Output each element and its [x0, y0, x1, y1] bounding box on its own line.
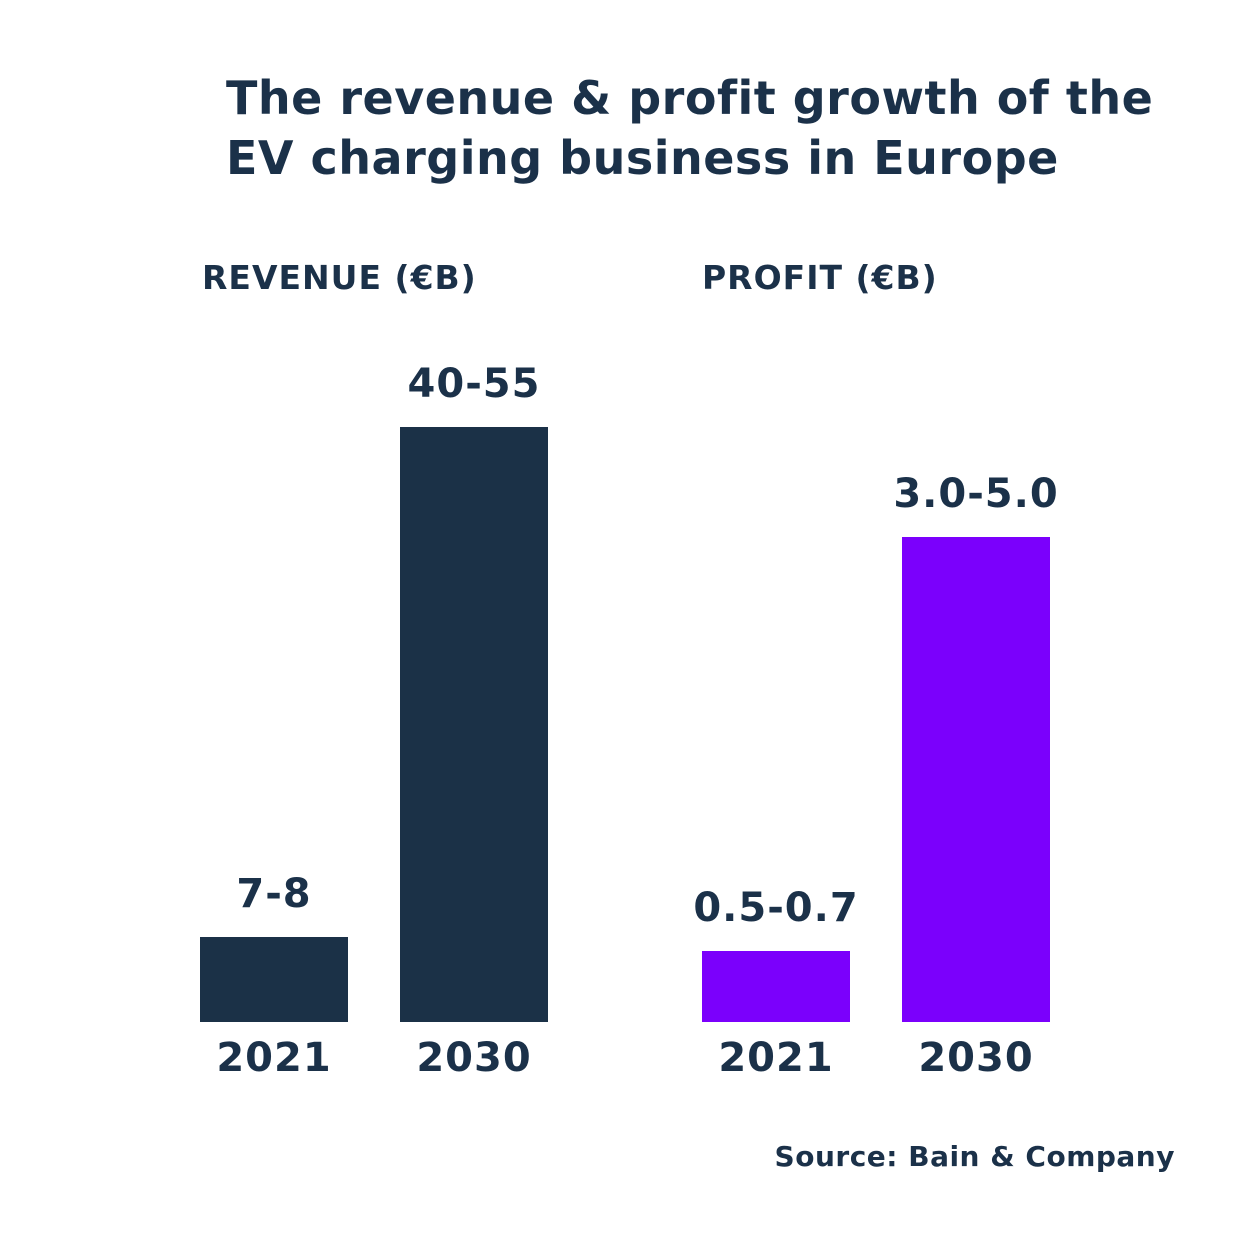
revenue-2030-bar	[400, 427, 548, 1022]
page-title-line2: EV charging business in Europe	[226, 131, 1059, 185]
profit-section-title: PROFIT (€B)	[702, 258, 938, 297]
profit-2030-category-label: 2030	[918, 1035, 1034, 1081]
profit-2030-value-label: 3.0-5.0	[893, 471, 1059, 517]
revenue-section-title: REVENUE (€B)	[202, 258, 477, 297]
profit-2021-bar	[702, 951, 850, 1022]
revenue-2030-category-label: 2030	[416, 1035, 532, 1081]
source-attribution: Source: Bain & Company	[774, 1140, 1175, 1173]
revenue-2021-value-label: 7-8	[236, 871, 312, 917]
profit-2030-bar	[902, 537, 1050, 1022]
revenue-2030-value-label: 40-55	[407, 361, 541, 407]
profit-2021-value-label: 0.5-0.7	[693, 885, 859, 931]
page-title-line1: The revenue & profit growth of the	[226, 71, 1154, 125]
revenue-2021-bar	[200, 937, 348, 1022]
revenue-2021-category-label: 2021	[216, 1035, 332, 1081]
page-title: The revenue & profit growth of the EV ch…	[226, 68, 1153, 188]
profit-2021-category-label: 2021	[718, 1035, 834, 1081]
